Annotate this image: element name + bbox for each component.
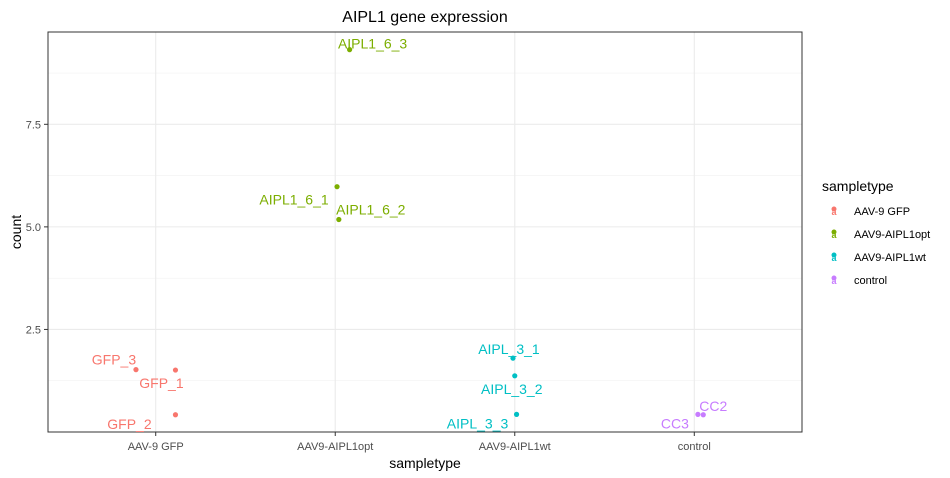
data-label: GFP_3: [92, 352, 137, 368]
data-point: [172, 412, 179, 418]
x-tick-label: AAV-9 GFP: [128, 441, 184, 453]
data-label: AIPL1_6_3: [338, 36, 407, 52]
legend-key-label: a: [831, 276, 837, 286]
data-point: [172, 367, 179, 373]
data-points: [133, 47, 706, 418]
y-tick-label: 5.0: [26, 222, 41, 234]
legend: sampletype a AAV-9 GFP a AAV9-AIPL1opt a AAV9…: [822, 178, 930, 287]
data-point: [334, 184, 340, 190]
plot-panel-border: [47, 31, 803, 433]
y-tick-label: 2.5: [26, 324, 41, 336]
axes: 2.5 5.0 7.5 AAV-9 GFP AAV9-AIPL1opt AAV9-AIPL…: [26, 119, 711, 453]
legend-key-label: a: [831, 207, 837, 217]
data-point: [347, 47, 353, 53]
data-label: GFP_2: [107, 416, 152, 432]
data-label: AIPL1_6_2: [336, 201, 405, 217]
x-tick-label: AAV9-AIPL1opt: [297, 441, 373, 453]
data-label: GFP_1: [139, 375, 184, 391]
legend-entry-label: AAV9-AIPL1opt: [854, 229, 930, 241]
data-point: [133, 367, 139, 373]
data-label: AIPL_3_1: [478, 341, 540, 357]
x-tick-label: AAV9-AIPL1wt: [479, 441, 551, 453]
legend-key-point: [831, 252, 837, 258]
data-point: [510, 355, 516, 361]
y-axis-title: count: [8, 215, 24, 249]
legend-key-point: [831, 206, 837, 212]
data-point: [513, 411, 520, 417]
legend-key-label: a: [831, 253, 837, 263]
data-point: [336, 216, 342, 223]
legend-entry-label: AAV-9 GFP: [854, 206, 910, 218]
legend-entry-label: AAV9-AIPL1wt: [854, 252, 926, 264]
data-point: [695, 411, 701, 417]
data-point: [700, 412, 706, 418]
plot-panel: [48, 32, 802, 432]
grid-lines: [48, 32, 802, 432]
legend-key-point: [831, 229, 837, 235]
data-label: CC3: [661, 415, 689, 431]
legend-key-label: a: [831, 230, 837, 240]
data-label: AIPL_3_3: [447, 415, 509, 431]
chart-title: AIPL1 gene expression: [342, 9, 507, 26]
data-label: CC2: [699, 398, 727, 414]
data-point: [512, 373, 518, 379]
x-axis-title: sampletype: [389, 455, 461, 471]
data-label: AIPL_3_2: [481, 381, 543, 397]
legend-title: sampletype: [822, 178, 894, 194]
y-tick-label: 7.5: [26, 119, 41, 131]
legend-key-point: [831, 275, 837, 281]
legend-entry-label: control: [854, 275, 887, 287]
x-tick-label: control: [678, 441, 711, 453]
data-label: AIPL1_6_1: [259, 192, 328, 208]
